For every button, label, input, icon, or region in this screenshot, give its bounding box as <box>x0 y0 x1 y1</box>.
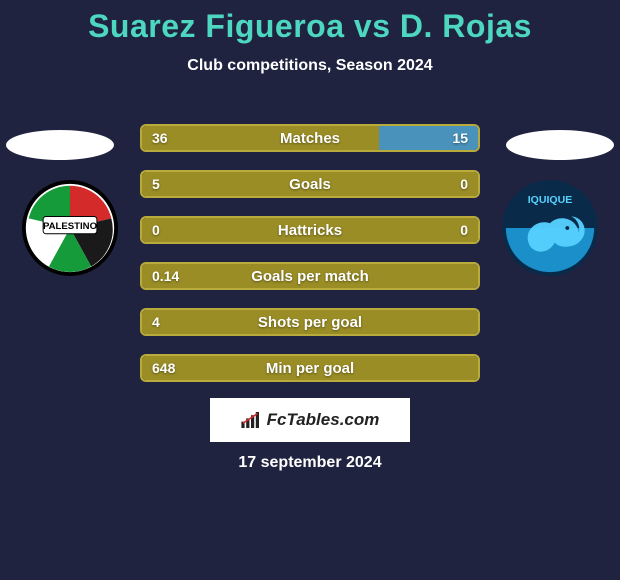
stat-label: Goals per match <box>142 264 478 288</box>
stat-row-matches: 3615Matches <box>140 124 480 152</box>
page-title: Suarez Figueroa vs D. Rojas <box>0 0 620 45</box>
club-left-badge: PALESTINO <box>22 180 118 276</box>
branding-text: FcTables.com <box>267 410 380 430</box>
subtitle: Club competitions, Season 2024 <box>0 57 620 75</box>
player-left-avatar-placeholder <box>6 130 114 160</box>
club-right-badge: IQUIQUE <box>502 180 598 276</box>
stat-label: Hattricks <box>142 218 478 242</box>
date-text: 17 september 2024 <box>0 454 620 472</box>
stat-row-goals-per-match: 0.14Goals per match <box>140 262 480 290</box>
fctables-logo-icon <box>241 412 261 428</box>
stat-row-hattricks: 00Hattricks <box>140 216 480 244</box>
stat-label: Goals <box>142 172 478 196</box>
stat-row-shots-per-goal: 4Shots per goal <box>140 308 480 336</box>
stat-label: Matches <box>142 126 478 150</box>
player-right-avatar-placeholder <box>506 130 614 160</box>
iquique-badge-icon: IQUIQUE <box>502 180 598 276</box>
stat-label: Min per goal <box>142 356 478 380</box>
stat-row-goals: 50Goals <box>140 170 480 198</box>
player-left-name: Suarez Figueroa <box>88 8 344 44</box>
palestino-badge-icon: PALESTINO <box>22 180 118 276</box>
player-right-name: D. Rojas <box>400 8 532 44</box>
svg-text:IQUIQUE: IQUIQUE <box>528 194 573 206</box>
svg-text:PALESTINO: PALESTINO <box>43 221 98 232</box>
stat-bars: 3615Matches 50Goals 00Hattricks 0.14Goals p… <box>140 124 480 400</box>
vs-joiner: vs <box>354 8 391 44</box>
comparison-card: Suarez Figueroa vs D. Rojas Club competi… <box>0 0 620 580</box>
stat-label: Shots per goal <box>142 310 478 334</box>
stat-row-min-per-goal: 648Min per goal <box>140 354 480 382</box>
branding-badge: FcTables.com <box>210 398 410 442</box>
